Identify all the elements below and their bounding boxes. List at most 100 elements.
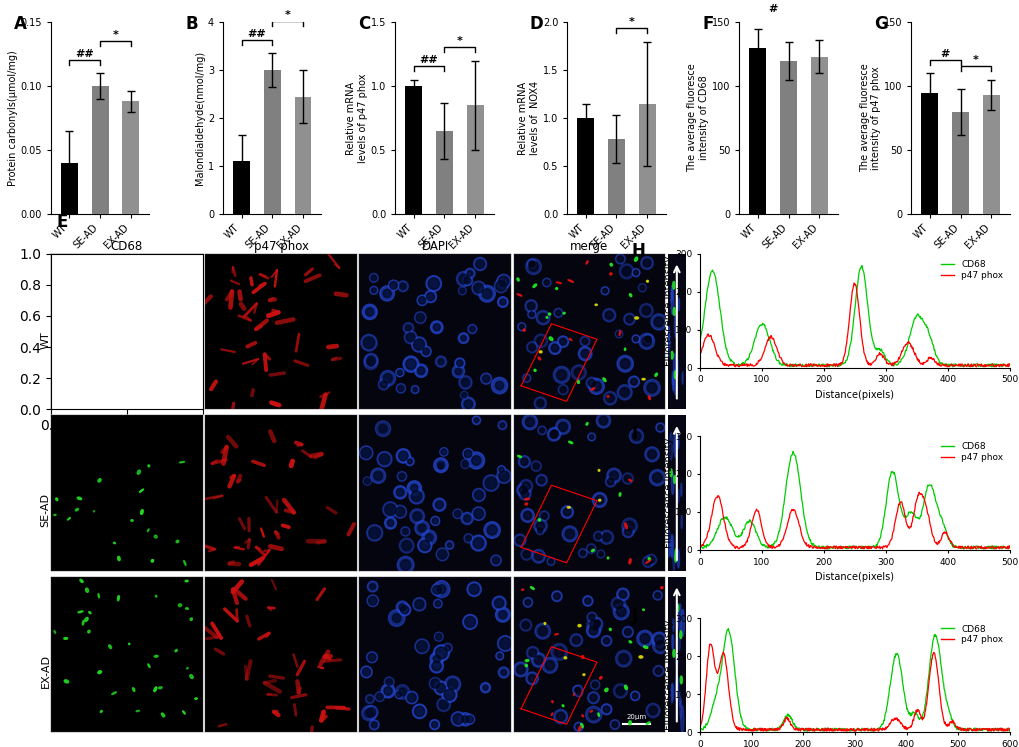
Ellipse shape [673, 476, 675, 483]
Circle shape [614, 254, 625, 264]
Circle shape [624, 475, 631, 482]
Circle shape [527, 303, 534, 310]
Circle shape [535, 623, 550, 639]
Ellipse shape [180, 272, 182, 273]
Circle shape [464, 533, 473, 543]
Circle shape [589, 694, 596, 701]
Circle shape [599, 530, 612, 545]
Circle shape [602, 288, 607, 294]
Circle shape [412, 704, 426, 719]
Circle shape [406, 691, 418, 704]
Circle shape [571, 365, 586, 380]
Ellipse shape [676, 604, 678, 612]
Y-axis label: SE-AD: SE-AD [41, 493, 50, 527]
Circle shape [387, 520, 393, 527]
Circle shape [528, 675, 535, 682]
Ellipse shape [95, 385, 97, 388]
Circle shape [499, 638, 511, 649]
Circle shape [453, 510, 461, 517]
Circle shape [457, 360, 463, 366]
Circle shape [435, 356, 446, 368]
Ellipse shape [178, 604, 181, 607]
Circle shape [570, 633, 582, 646]
Circle shape [646, 382, 656, 393]
Circle shape [555, 310, 560, 316]
Ellipse shape [175, 270, 178, 273]
Circle shape [461, 335, 466, 341]
Circle shape [414, 339, 424, 350]
Ellipse shape [543, 622, 545, 624]
Ellipse shape [94, 511, 95, 512]
Ellipse shape [66, 341, 70, 346]
Circle shape [447, 679, 458, 689]
Circle shape [494, 598, 503, 608]
Circle shape [640, 256, 653, 270]
Ellipse shape [108, 645, 111, 648]
Circle shape [497, 654, 501, 658]
Ellipse shape [591, 549, 594, 552]
Ellipse shape [581, 656, 583, 659]
Circle shape [382, 502, 397, 517]
Bar [122, 102, 140, 214]
Circle shape [553, 367, 570, 383]
Circle shape [588, 710, 598, 719]
Circle shape [591, 382, 600, 391]
Circle shape [521, 490, 528, 498]
Circle shape [403, 356, 419, 372]
Circle shape [616, 256, 623, 262]
Ellipse shape [59, 389, 61, 391]
Circle shape [679, 700, 682, 719]
Circle shape [436, 462, 444, 471]
Circle shape [624, 528, 631, 535]
Ellipse shape [81, 309, 84, 312]
Circle shape [523, 551, 530, 558]
Circle shape [525, 599, 530, 605]
Circle shape [550, 643, 567, 660]
Circle shape [525, 418, 534, 427]
Circle shape [641, 336, 651, 346]
Circle shape [462, 716, 469, 723]
Ellipse shape [117, 595, 119, 601]
Circle shape [556, 713, 565, 721]
Ellipse shape [77, 497, 82, 500]
Circle shape [461, 397, 475, 411]
Circle shape [604, 311, 612, 319]
Circle shape [437, 464, 443, 469]
Circle shape [400, 606, 409, 614]
Ellipse shape [71, 284, 74, 287]
Ellipse shape [673, 650, 675, 657]
Circle shape [369, 527, 380, 539]
Circle shape [495, 281, 505, 291]
Ellipse shape [551, 701, 552, 703]
Circle shape [593, 531, 602, 542]
Y-axis label: Fluorescence Intensity: Fluorescence Intensity [663, 255, 674, 366]
Ellipse shape [176, 540, 178, 543]
Circle shape [376, 693, 383, 700]
Ellipse shape [72, 285, 75, 286]
Circle shape [531, 461, 541, 471]
Ellipse shape [568, 279, 573, 282]
Circle shape [601, 636, 611, 646]
Text: ##: ## [419, 55, 438, 66]
Bar [749, 48, 765, 214]
Ellipse shape [112, 692, 116, 695]
Circle shape [522, 374, 530, 382]
Ellipse shape [75, 509, 78, 511]
Text: A: A [13, 15, 26, 33]
Circle shape [589, 620, 599, 630]
Circle shape [384, 677, 394, 687]
Circle shape [596, 413, 610, 428]
Circle shape [616, 385, 632, 400]
Circle shape [676, 360, 678, 376]
Circle shape [430, 516, 439, 525]
Circle shape [538, 477, 544, 484]
Circle shape [406, 457, 414, 465]
Circle shape [411, 491, 422, 501]
Circle shape [409, 489, 424, 504]
Circle shape [673, 353, 676, 376]
Ellipse shape [555, 288, 557, 290]
Circle shape [497, 466, 504, 474]
Circle shape [459, 376, 472, 389]
Circle shape [429, 678, 441, 689]
Circle shape [657, 425, 662, 430]
